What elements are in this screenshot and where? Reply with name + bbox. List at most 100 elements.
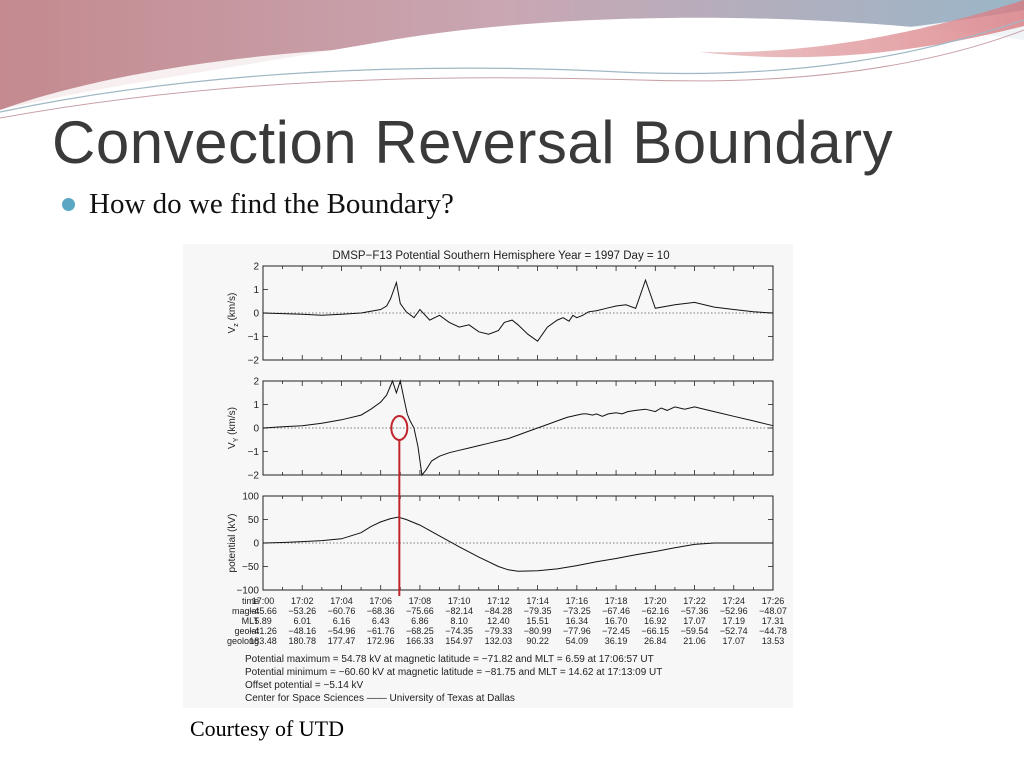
y-tick-label: 0 <box>253 309 259 320</box>
y-axis-label: potential (kV) <box>227 514 238 573</box>
table-cell: 132.03 <box>485 636 513 646</box>
table-cell: 17.07 <box>683 616 706 626</box>
table-cell: 21.06 <box>683 636 706 646</box>
y-tick-label: 0 <box>253 424 259 435</box>
table-cell: 6.43 <box>372 616 390 626</box>
y-tick-label: 2 <box>253 377 259 388</box>
chart-note: Offset potential = −5.14 kV <box>245 680 364 691</box>
table-cell: −79.33 <box>484 626 512 636</box>
table-row-label: MLT <box>242 616 260 626</box>
table-cell: −59.54 <box>681 626 709 636</box>
chart-note: Potential minimum = −60.60 kV at magneti… <box>245 667 662 678</box>
bullet-text: How do we find the Boundary? <box>89 188 454 220</box>
table-cell: 17:04 <box>330 596 353 606</box>
series-line <box>262 516 773 572</box>
table-cell: −77.96 <box>563 626 591 636</box>
table-cell: 154.97 <box>445 636 473 646</box>
dmsp-potential-chart: DMSP−F13 Potential Southern Hemisphere Y… <box>183 244 793 708</box>
table-cell: 6.01 <box>293 616 311 626</box>
y-tick-label: 2 <box>253 262 259 273</box>
y-tick-label: 100 <box>242 492 259 503</box>
table-cell: 17:06 <box>369 596 392 606</box>
table-cell: −44.78 <box>759 626 787 636</box>
table-cell: −60.76 <box>328 606 356 616</box>
table-cell: −48.16 <box>288 626 316 636</box>
table-cell: 17.31 <box>762 616 785 626</box>
bullet-item: How do we find the Boundary? <box>62 188 454 221</box>
table-cell: −75.66 <box>406 606 434 616</box>
y-axis-label: Vz (km/s) <box>227 293 240 334</box>
table-cell: 17:02 <box>291 596 314 606</box>
table-cell: 26.84 <box>644 636 667 646</box>
courtesy-caption: Courtesy of UTD <box>190 716 344 741</box>
y-tick-label: −2 <box>248 471 260 482</box>
chart-title: DMSP−F13 Potential Southern Hemisphere Y… <box>332 250 669 262</box>
table-cell: 17:16 <box>566 596 589 606</box>
table-cell: −62.16 <box>641 606 669 616</box>
table-cell: 36.19 <box>605 636 628 646</box>
y-tick-label: −1 <box>248 332 260 343</box>
table-cell: −68.36 <box>367 606 395 616</box>
y-axis-label: VY (km/s) <box>227 407 240 449</box>
y-tick-label: −2 <box>248 356 260 367</box>
table-cell: 17.07 <box>723 636 746 646</box>
table-cell: 17:00 <box>252 596 275 606</box>
table-cell: 17:12 <box>487 596 510 606</box>
table-cell: −79.35 <box>524 606 552 616</box>
table-cell: −52.96 <box>720 606 748 616</box>
table-cell: −45.66 <box>249 606 277 616</box>
table-cell: −41.26 <box>249 626 277 636</box>
table-cell: 183.48 <box>249 636 277 646</box>
table-cell: −73.25 <box>563 606 591 616</box>
table-cell: 16.70 <box>605 616 628 626</box>
table-cell: 16.34 <box>566 616 589 626</box>
table-cell: −67.46 <box>602 606 630 616</box>
table-cell: 8.10 <box>450 616 468 626</box>
table-cell: 17:18 <box>605 596 628 606</box>
slide-title: Convection Reversal Boundary <box>52 109 894 176</box>
table-cell: 6.16 <box>333 616 351 626</box>
table-row-label: time <box>242 596 259 606</box>
series-line <box>262 379 774 477</box>
table-cell: −52.74 <box>720 626 748 636</box>
table-cell: −74.35 <box>445 626 473 636</box>
table-cell: −53.26 <box>288 606 316 616</box>
table-cell: −48.07 <box>759 606 787 616</box>
table-row-label: maglat <box>232 606 260 616</box>
table-cell: 17:14 <box>526 596 549 606</box>
y-tick-label: 50 <box>248 515 260 526</box>
y-tick-label: −1 <box>248 447 260 458</box>
table-cell: 177.47 <box>328 636 356 646</box>
table-cell: 17.19 <box>723 616 746 626</box>
table-cell: −84.28 <box>484 606 512 616</box>
table-cell: −68.25 <box>406 626 434 636</box>
table-cell: −82.14 <box>445 606 473 616</box>
table-cell: −61.76 <box>367 626 395 636</box>
y-tick-label: −100 <box>236 586 259 597</box>
table-row-label: geolong <box>227 636 259 646</box>
table-row-label: geolat <box>234 626 259 636</box>
y-tick-label: −50 <box>242 562 259 573</box>
chart-note: Potential maximum = 54.78 kV at magnetic… <box>245 654 654 665</box>
table-cell: 54.09 <box>566 636 589 646</box>
table-cell: 6.86 <box>411 616 429 626</box>
table-cell: 166.33 <box>406 636 434 646</box>
table-cell: −66.15 <box>641 626 669 636</box>
chart-note: Center for Space Sciences —— University … <box>245 693 515 704</box>
y-tick-label: 0 <box>253 539 259 550</box>
bullet-dot-icon <box>62 198 75 211</box>
table-cell: 15.51 <box>526 616 549 626</box>
table-cell: −72.45 <box>602 626 630 636</box>
table-cell: 180.78 <box>288 636 316 646</box>
table-cell: 5.89 <box>254 616 272 626</box>
table-cell: −57.36 <box>681 606 709 616</box>
table-cell: −54.96 <box>328 626 356 636</box>
y-tick-label: 1 <box>253 400 259 411</box>
table-cell: 13.53 <box>762 636 785 646</box>
table-cell: 16.92 <box>644 616 667 626</box>
table-cell: 12.40 <box>487 616 510 626</box>
table-cell: 172.96 <box>367 636 395 646</box>
table-cell: 90.22 <box>526 636 549 646</box>
table-cell: 17:24 <box>723 596 746 606</box>
table-cell: 17:20 <box>644 596 667 606</box>
